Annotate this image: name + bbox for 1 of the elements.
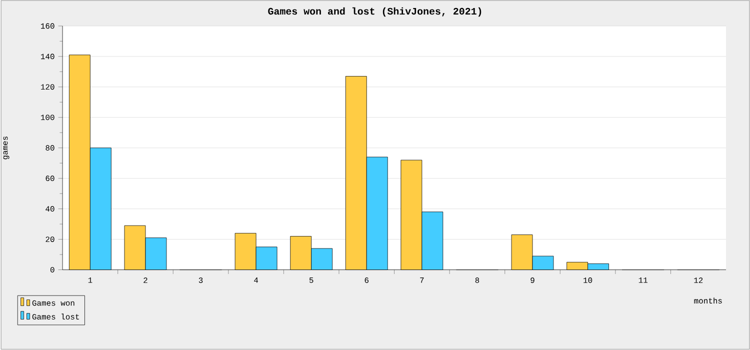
chart-title: Games won and lost (ShivJones, 2021) (268, 7, 482, 17)
